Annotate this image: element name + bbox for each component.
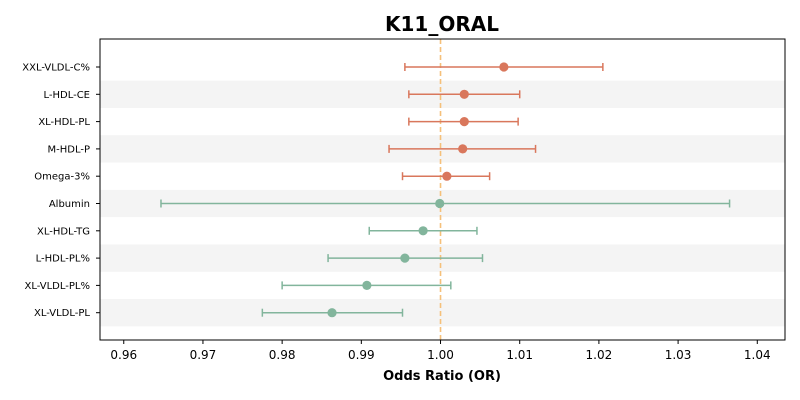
y-axis-ticks: XXL-VLDL-C% L-HDL-CE XL-HDL-PL M-HDL-P Omega… xyxy=(22,63,100,319)
x-tick-label: 1.01 xyxy=(506,348,533,362)
y-tick-label: XL-VLDL-PL% xyxy=(25,281,91,292)
or-point xyxy=(442,171,452,181)
data-marks xyxy=(160,62,731,318)
y-tick-label: L-HDL-PL% xyxy=(36,254,90,265)
or-point xyxy=(435,198,445,209)
chart-title: K11_ORAL xyxy=(385,12,499,36)
x-tick-label: 0.97 xyxy=(190,348,217,362)
x-axis-title: Odds Ratio (OR) xyxy=(383,369,501,384)
y-tick-label: Albumin xyxy=(49,199,90,210)
y-tick-label: M-HDL-P xyxy=(48,144,91,155)
x-tick-label: 1.02 xyxy=(586,348,613,362)
or-point xyxy=(459,117,469,127)
or-point xyxy=(362,280,372,290)
or-point xyxy=(459,89,469,99)
x-tick-label: 1.04 xyxy=(744,348,771,362)
plot-frame xyxy=(99,38,786,341)
or-point xyxy=(458,144,468,154)
x-tick-label: 0.99 xyxy=(348,348,375,362)
y-tick-label: XL-HDL-TG xyxy=(37,226,90,237)
x-axis-ticks: 0.96 0.97 0.98 0.99 1.00 1.01 1.02 1.03 1.04 xyxy=(110,340,771,362)
or-point xyxy=(418,226,428,236)
or-point xyxy=(499,62,509,72)
y-tick-label: XL-HDL-PL xyxy=(38,117,90,128)
x-tick-label: 1.03 xyxy=(665,348,692,362)
or-point xyxy=(327,308,337,318)
x-tick-label: 1.00 xyxy=(427,348,454,362)
y-tick-label: XXL-VLDL-C% xyxy=(22,63,90,74)
x-tick-label: 0.96 xyxy=(110,348,137,362)
x-tick-label: 0.98 xyxy=(269,348,296,362)
y-tick-label: Omega-3% xyxy=(34,172,90,183)
y-tick-label: L-HDL-CE xyxy=(43,90,90,101)
or-point xyxy=(400,253,410,263)
row-band xyxy=(100,299,785,327)
y-tick-label: XL-VLDL-PL xyxy=(34,308,90,319)
